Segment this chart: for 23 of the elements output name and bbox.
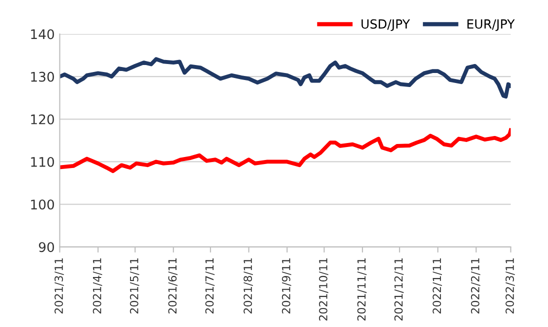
line-series (60, 128, 511, 174)
x-tick-label: 2021/10/11 (318, 258, 328, 321)
x-tick-label: 2021/4/11 (92, 258, 102, 314)
y-tick-label: 140 (31, 29, 54, 40)
legend-label: EUR/JPY (467, 19, 515, 32)
y-tick-label: 100 (31, 200, 54, 210)
y-tick-label: 90 (38, 242, 54, 252)
x-tick-label: 2021/3/11 (54, 258, 64, 314)
x-tick-label: 2021/12/11 (394, 258, 404, 321)
x-tick-label: 2021/7/11 (205, 258, 215, 314)
y-tick-label: 110 (31, 156, 54, 167)
x-tick-label: 2021/6/11 (168, 258, 178, 314)
x-tick-label: 2021/11/11 (357, 258, 367, 321)
x-tick-label: 2022/1/11 (432, 258, 442, 314)
y-tick-label: 120 (31, 114, 54, 124)
x-tick-label: 2022/3/11 (506, 258, 515, 314)
line-series (60, 57, 511, 99)
x-tick-label: 2021/9/11 (282, 258, 292, 314)
x-tick-label: 2021/8/11 (244, 258, 253, 314)
x-tick-label: 2022/2/11 (470, 258, 480, 314)
y-tick-label: 130 (31, 72, 54, 82)
x-tick-label: 2021/5/11 (130, 258, 140, 314)
legend-label: USD/JPY (362, 19, 410, 32)
